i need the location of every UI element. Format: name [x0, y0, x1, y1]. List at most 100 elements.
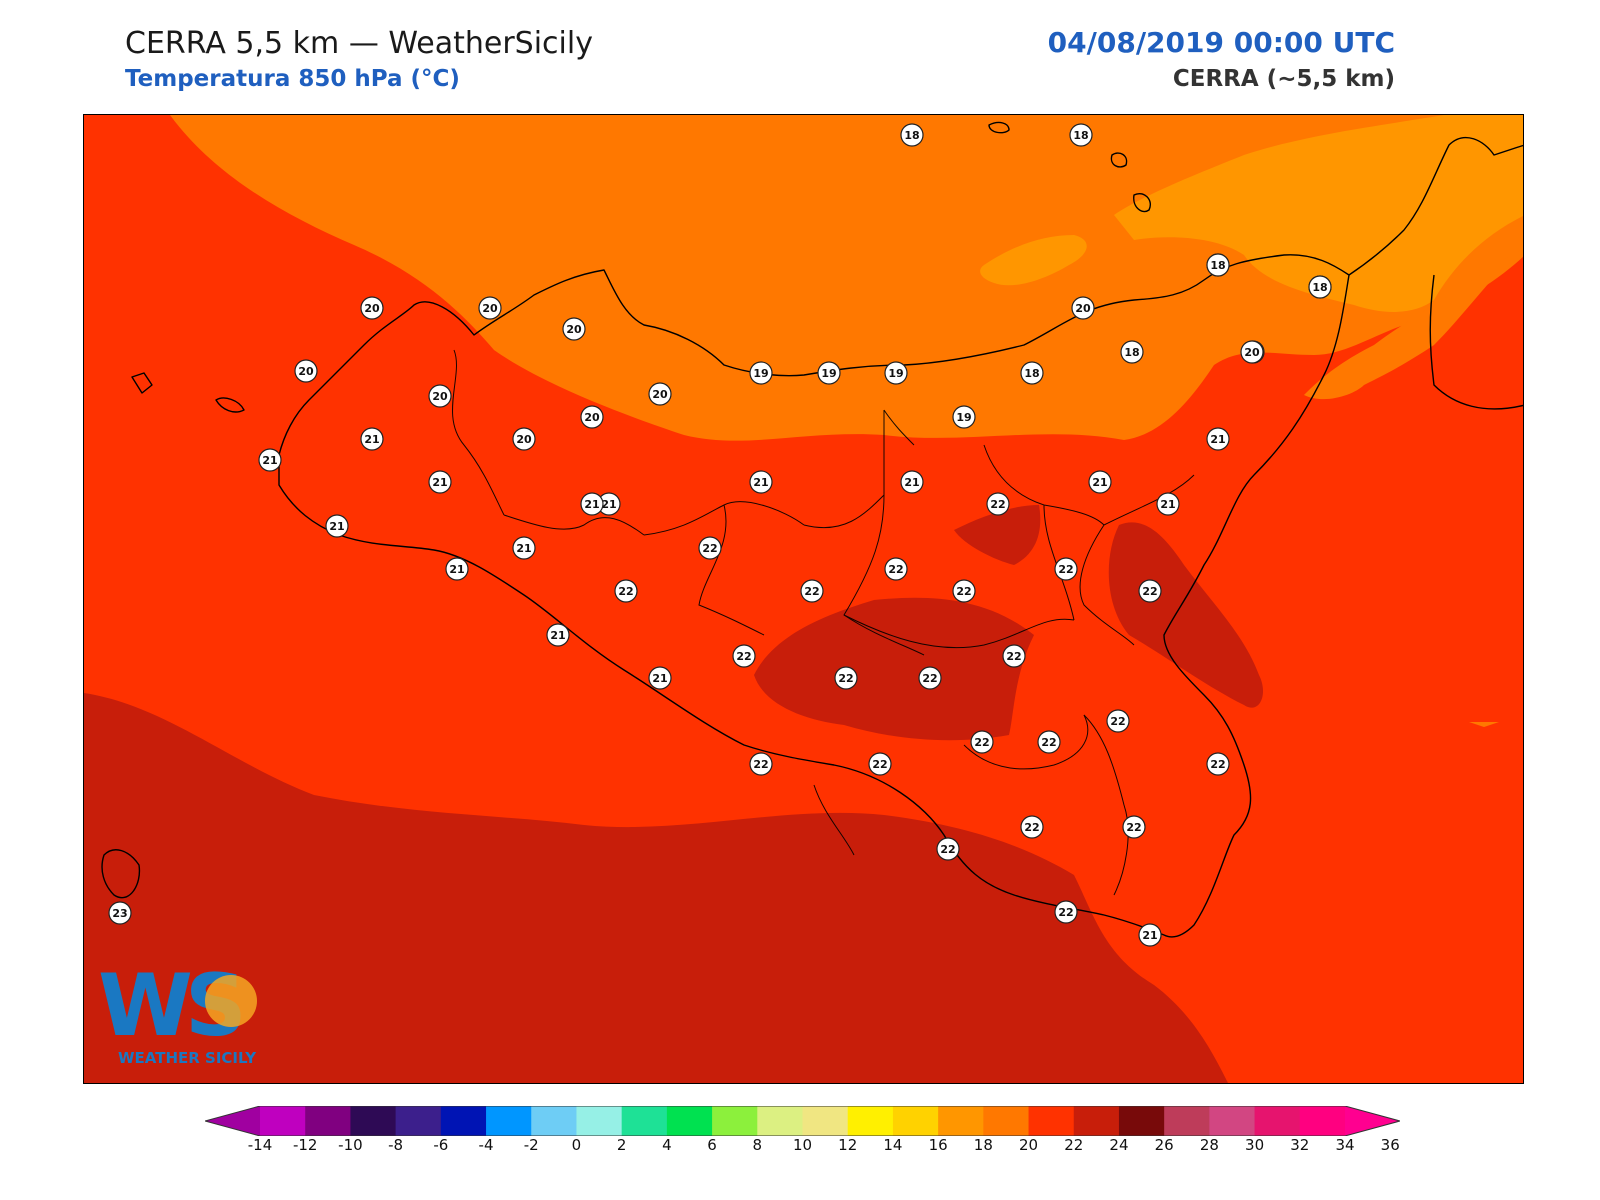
- station-marker: [1054, 900, 1078, 924]
- station-mazara: 21: [428, 470, 452, 494]
- colorbar-segment: [892, 1106, 939, 1136]
- colorbar-tick-label: 2: [616, 1136, 627, 1154]
- colorbar-segment: [260, 1106, 306, 1136]
- station-marker: [580, 405, 604, 429]
- station-marker: [749, 470, 773, 494]
- station-marker: [445, 557, 469, 581]
- station-marker: [1206, 427, 1230, 451]
- station-marker: [732, 644, 756, 668]
- model-label: CERRA (~5,5 km): [1172, 66, 1395, 92]
- colorbar-segment: [1209, 1106, 1256, 1136]
- station-sciacca: 21: [546, 623, 570, 647]
- station-caltagirone: 22: [1002, 644, 1026, 668]
- station-enna-north: 21: [749, 470, 773, 494]
- colorbar-segment: [305, 1106, 351, 1136]
- station-pozzallo: 22: [1054, 900, 1078, 924]
- station-pantelleria: 23: [108, 901, 132, 925]
- colorbar-tick-label: -14: [247, 1136, 273, 1154]
- station-marker: [512, 427, 536, 451]
- station-value: 20: [432, 390, 448, 403]
- station-value: 21: [753, 476, 768, 489]
- station-marker: [1122, 815, 1146, 839]
- colorbar-segment: [576, 1106, 623, 1136]
- colorbar-tick-label: 34: [1335, 1136, 1355, 1154]
- station-taormina-north: 18: [1120, 340, 1144, 364]
- station-mazzarino: 22: [918, 666, 942, 690]
- station-marker: [360, 427, 384, 451]
- station-value: 21: [449, 563, 464, 576]
- station-marker: [614, 579, 638, 603]
- calabria-coast: [1348, 136, 1523, 276]
- field-24-26-central: [754, 597, 1034, 741]
- station-castelvetrano: 21: [512, 536, 536, 560]
- station-menfi: 21: [648, 666, 672, 690]
- station-value: 18: [1210, 259, 1225, 272]
- colorbar-segment: [395, 1106, 442, 1136]
- field-small-patch: [1469, 722, 1499, 727]
- station-termini: 20: [428, 384, 452, 408]
- station-value: 21: [652, 672, 667, 685]
- station-value: 22: [1006, 650, 1021, 663]
- station-lercara: 21: [597, 492, 621, 516]
- station-value: 22: [1041, 736, 1056, 749]
- station-marker: [562, 317, 586, 341]
- colorbar-segment: [350, 1106, 397, 1136]
- station-value: 22: [990, 498, 1005, 511]
- station-value: 21: [584, 498, 599, 511]
- station-value: 20: [652, 388, 668, 401]
- station-marker: [325, 514, 349, 538]
- logo-sun-icon: [205, 975, 257, 1027]
- station-value: 22: [974, 736, 989, 749]
- station-marker: [1156, 492, 1180, 516]
- station-catania: 22: [1138, 579, 1162, 603]
- field-24-26-east: [1108, 522, 1264, 708]
- colorbar-segment: [712, 1106, 758, 1136]
- field-18-20-island: [980, 235, 1087, 286]
- colorbar-segment: [531, 1106, 577, 1136]
- colorbar-tick-label: 0: [571, 1136, 582, 1154]
- station-marker: [900, 470, 924, 494]
- station-value: 21: [262, 454, 277, 467]
- station-value: 21: [550, 629, 565, 642]
- station-pachino: 21: [1138, 923, 1162, 947]
- station-marker: [648, 666, 672, 690]
- station-marker: [1206, 253, 1230, 277]
- station-acireale: 21: [1156, 492, 1180, 516]
- station-messina-hills: 18: [1206, 253, 1230, 277]
- calabria-south: [1429, 274, 1523, 410]
- station-marker: [970, 730, 994, 754]
- station-cefalu: 19: [749, 361, 773, 385]
- station-marker: [1020, 361, 1044, 385]
- station-value: 20: [482, 302, 498, 315]
- station-nebrodi: 18: [1020, 361, 1044, 385]
- colorbar-segment: [440, 1106, 487, 1136]
- station-marker: [884, 361, 908, 385]
- station-canicatti: 22: [614, 579, 638, 603]
- station-marker: [749, 361, 773, 385]
- station-marker: [936, 837, 960, 861]
- station-value: 21: [601, 498, 616, 511]
- colorbar-segment: [1028, 1106, 1075, 1136]
- station-cefalu-west: 20: [648, 382, 672, 406]
- station-value: 22: [838, 672, 853, 685]
- station-marker: [1138, 923, 1162, 947]
- colorbar-segment: [847, 1106, 894, 1136]
- station-value: 22: [702, 542, 717, 555]
- station-value: 20: [516, 433, 532, 446]
- station-marker: [800, 579, 824, 603]
- station-petralia: 20: [512, 427, 536, 451]
- colorbar-tick-label: 26: [1154, 1136, 1174, 1154]
- coastline: [101, 121, 1523, 938]
- station-marker: [1206, 752, 1230, 776]
- station-marker: [698, 536, 722, 560]
- colorbar-tick-label: 24: [1109, 1136, 1129, 1154]
- station-marker: [986, 492, 1010, 516]
- station-gangi: 19: [817, 361, 841, 385]
- station-ribera: 21: [1206, 427, 1230, 451]
- station-marker: [1240, 340, 1264, 364]
- station-value: 18: [1024, 367, 1039, 380]
- station-value: 18: [1124, 346, 1139, 359]
- station-marker: [1088, 470, 1112, 494]
- station-value: 18: [904, 129, 919, 142]
- colorbar-segment: [757, 1106, 803, 1136]
